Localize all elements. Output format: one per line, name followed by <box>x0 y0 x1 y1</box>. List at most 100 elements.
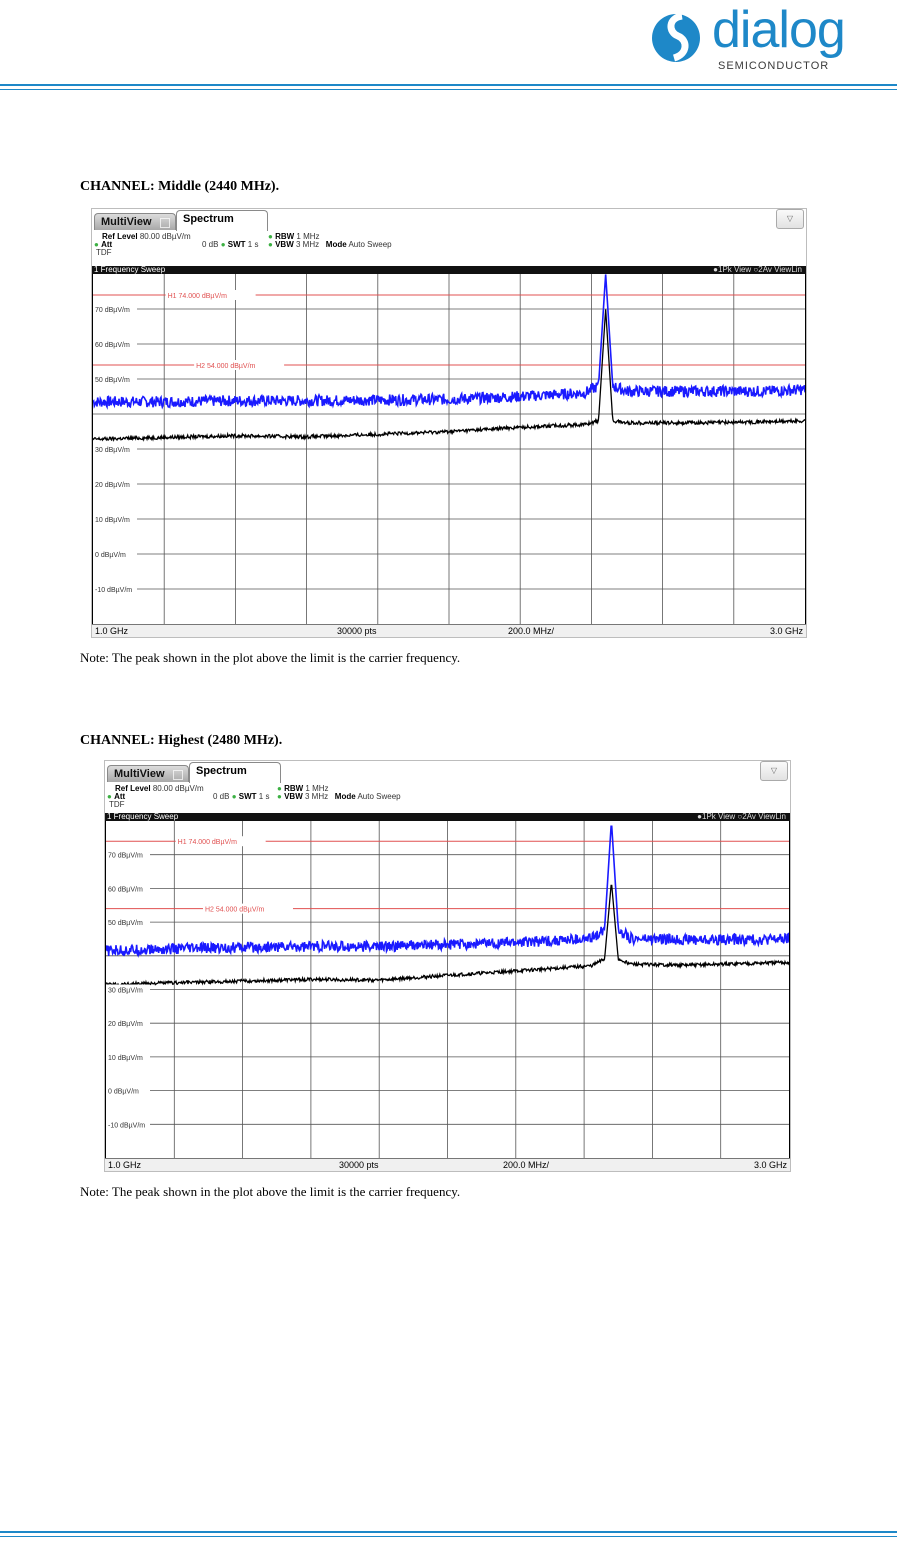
plot-footer: 1.0 GHz 30000 pts 200.0 MHz/ 3.0 GHz <box>105 1158 790 1171</box>
tab-multiview[interactable]: MultiView <box>107 765 189 782</box>
ref-level-label: Ref Level <box>115 784 151 793</box>
tdf-label: TDF <box>109 800 125 809</box>
status-dot-icon: ● <box>94 240 99 249</box>
tab-spectrum-label: Spectrum <box>196 765 247 777</box>
rbw-label: RBW <box>275 232 295 241</box>
tick-label-bg <box>106 1051 150 1061</box>
limit-label-h1: H1 74.000 dBµV/m <box>178 839 237 846</box>
chevron-down-icon: ▽ <box>786 214 794 223</box>
y-tick-label: 60 dBµV/m <box>108 886 143 893</box>
y-tick-label: 30 dBµV/m <box>95 447 130 454</box>
vbw-label: VBW <box>275 240 294 249</box>
swt-label: SWT <box>238 792 257 801</box>
plot-area: H1 74.000 dBµV/m H2 54.000 dBµV/m 70 dBµV/… <box>93 274 805 624</box>
swt-value: 1 s <box>247 240 259 249</box>
plot-header: 1 Frequency Sweep ●1Pk View ○2Av ViewLin <box>105 813 790 821</box>
footer-span: 200.0 MHz/ <box>503 1160 550 1170</box>
rbw-label: RBW <box>284 784 304 793</box>
rbw-value: 1 MHz <box>305 784 329 793</box>
y-tick-label: 0 dBµV/m <box>108 1089 139 1096</box>
tick-label-bg <box>106 1018 150 1028</box>
spectrum-chart: H1 74.000 dBµV/m H2 54.000 dBµV/m 70 dBµV/… <box>106 821 789 1158</box>
spectrum-chart: H1 74.000 dBµV/m H2 54.000 dBµV/m 70 dBµV/… <box>93 274 805 624</box>
rbw-value: 1 MHz <box>296 232 320 241</box>
y-tick-label: 30 dBµV/m <box>108 988 143 995</box>
measurement-params: Ref Level 80.00 dBµV/m ● Att 0 dB ● SWT … <box>92 231 806 257</box>
plot-frame: 1 Frequency Sweep ●1Pk View ○2Av ViewLin… <box>92 266 806 637</box>
tick-label-bg <box>106 883 150 893</box>
trace-peak <box>93 274 805 410</box>
tab-multiview-label: MultiView <box>114 768 165 780</box>
plot-frame: 1 Frequency Sweep ●1Pk View ○2Av ViewLin… <box>105 813 790 1171</box>
mode-value: Auto Sweep <box>348 240 392 249</box>
footer-stop-freq: 3.0 GHz <box>753 1160 787 1170</box>
y-tick-label: 20 dBµV/m <box>95 482 130 489</box>
y-tick-label: 50 dBµV/m <box>108 920 143 927</box>
y-tick-label: 70 dBµV/m <box>95 307 130 314</box>
mode-label: Mode <box>334 792 356 801</box>
channel-title-middle: CHANNEL: Middle (2440 MHz). <box>80 179 280 194</box>
note-middle: Note: The peak shown in the plot above t… <box>80 650 461 665</box>
vbw-value: 3 MHz <box>295 240 320 249</box>
limit-label-bg <box>165 290 256 300</box>
header-rule <box>0 84 897 86</box>
dialog-logo-mark-icon <box>652 12 700 62</box>
header-rule-thin <box>0 89 897 90</box>
status-dot-icon: ● <box>277 792 282 801</box>
trace-legend: ●1Pk View ○2Av ViewLin <box>713 265 802 274</box>
y-tick-label: 20 dBµV/m <box>108 1021 143 1028</box>
trace-legend: ●1Pk View ○2Av ViewLin <box>697 812 786 821</box>
tab-spectrum[interactable]: Spectrum <box>176 210 268 231</box>
dialog-logo: dialog SEMICONDUCTOR <box>650 2 890 80</box>
tick-label-bg <box>106 849 150 859</box>
footer-points: 30000 pts <box>339 1160 379 1170</box>
plot-header: 1 Frequency Sweep ●1Pk View ○2Av ViewLin <box>92 266 806 274</box>
ref-level-value: 80.00 dBµV/m <box>139 232 191 241</box>
tab-bar: MultiView Spectrum ▽ <box>105 761 790 783</box>
tick-label-bg <box>93 304 137 313</box>
tab-spectrum-label: Spectrum <box>183 213 234 225</box>
tick-label-bg <box>93 374 137 383</box>
tab-spectrum[interactable]: Spectrum <box>189 762 281 783</box>
vbw-value: 3 MHz <box>304 792 329 801</box>
tab-multiview-label: MultiView <box>101 216 152 228</box>
trace-average <box>106 884 789 988</box>
status-dot-icon: ● <box>277 784 282 793</box>
tick-label-bg <box>93 339 137 348</box>
footer-start-freq: 1.0 GHz <box>95 626 129 636</box>
spectrum-panel-highest: MultiView Spectrum ▽ Ref Level 80.00 dBµ… <box>104 760 791 1172</box>
y-tick-label: -10 dBµV/m <box>108 1122 145 1129</box>
ref-level-value: 80.00 dBµV/m <box>152 784 204 793</box>
dropdown-button[interactable]: ▽ <box>760 761 788 781</box>
status-dot-icon: ● <box>107 792 112 801</box>
att-value: 0 dB <box>202 240 219 249</box>
sweep-title: 1 Frequency Sweep <box>107 812 179 821</box>
trace-peak <box>106 825 789 958</box>
multiview-grid-icon <box>160 218 170 228</box>
status-dot-icon: ● <box>220 240 226 249</box>
y-tick-label: 50 dBµV/m <box>95 377 130 384</box>
y-tick-label: -10 dBµV/m <box>95 587 132 594</box>
dropdown-button[interactable]: ▽ <box>776 209 804 229</box>
att-label: Att <box>101 240 113 249</box>
limit-label-bg <box>175 836 266 847</box>
footer-rule-thin <box>0 1536 897 1537</box>
footer-rule <box>0 1531 897 1533</box>
ref-level-label: Ref Level <box>102 232 138 241</box>
tick-label-bg <box>106 1119 150 1129</box>
tick-label-bg <box>93 514 137 523</box>
plot-area: H1 74.000 dBµV/m H2 54.000 dBµV/m 70 dBµV/… <box>106 821 789 1158</box>
limit-label-h2: H2 54.000 dBµV/m <box>205 907 264 914</box>
plot-footer: 1.0 GHz 30000 pts 200.0 MHz/ 3.0 GHz <box>92 624 806 637</box>
tick-label-bg <box>93 549 137 558</box>
trace-average <box>93 309 805 442</box>
y-tick-label: 70 dBµV/m <box>108 853 143 860</box>
swt-value: 1 s <box>258 792 270 801</box>
tab-multiview[interactable]: MultiView <box>94 213 176 230</box>
logo-wordmark: dialog <box>712 1 846 59</box>
footer-points: 30000 pts <box>337 626 377 636</box>
y-tick-label: 10 dBµV/m <box>108 1055 143 1062</box>
multiview-grid-icon <box>173 770 183 780</box>
tab-bar: MultiView Spectrum ▽ <box>92 209 806 231</box>
y-tick-label: 60 dBµV/m <box>95 342 130 349</box>
